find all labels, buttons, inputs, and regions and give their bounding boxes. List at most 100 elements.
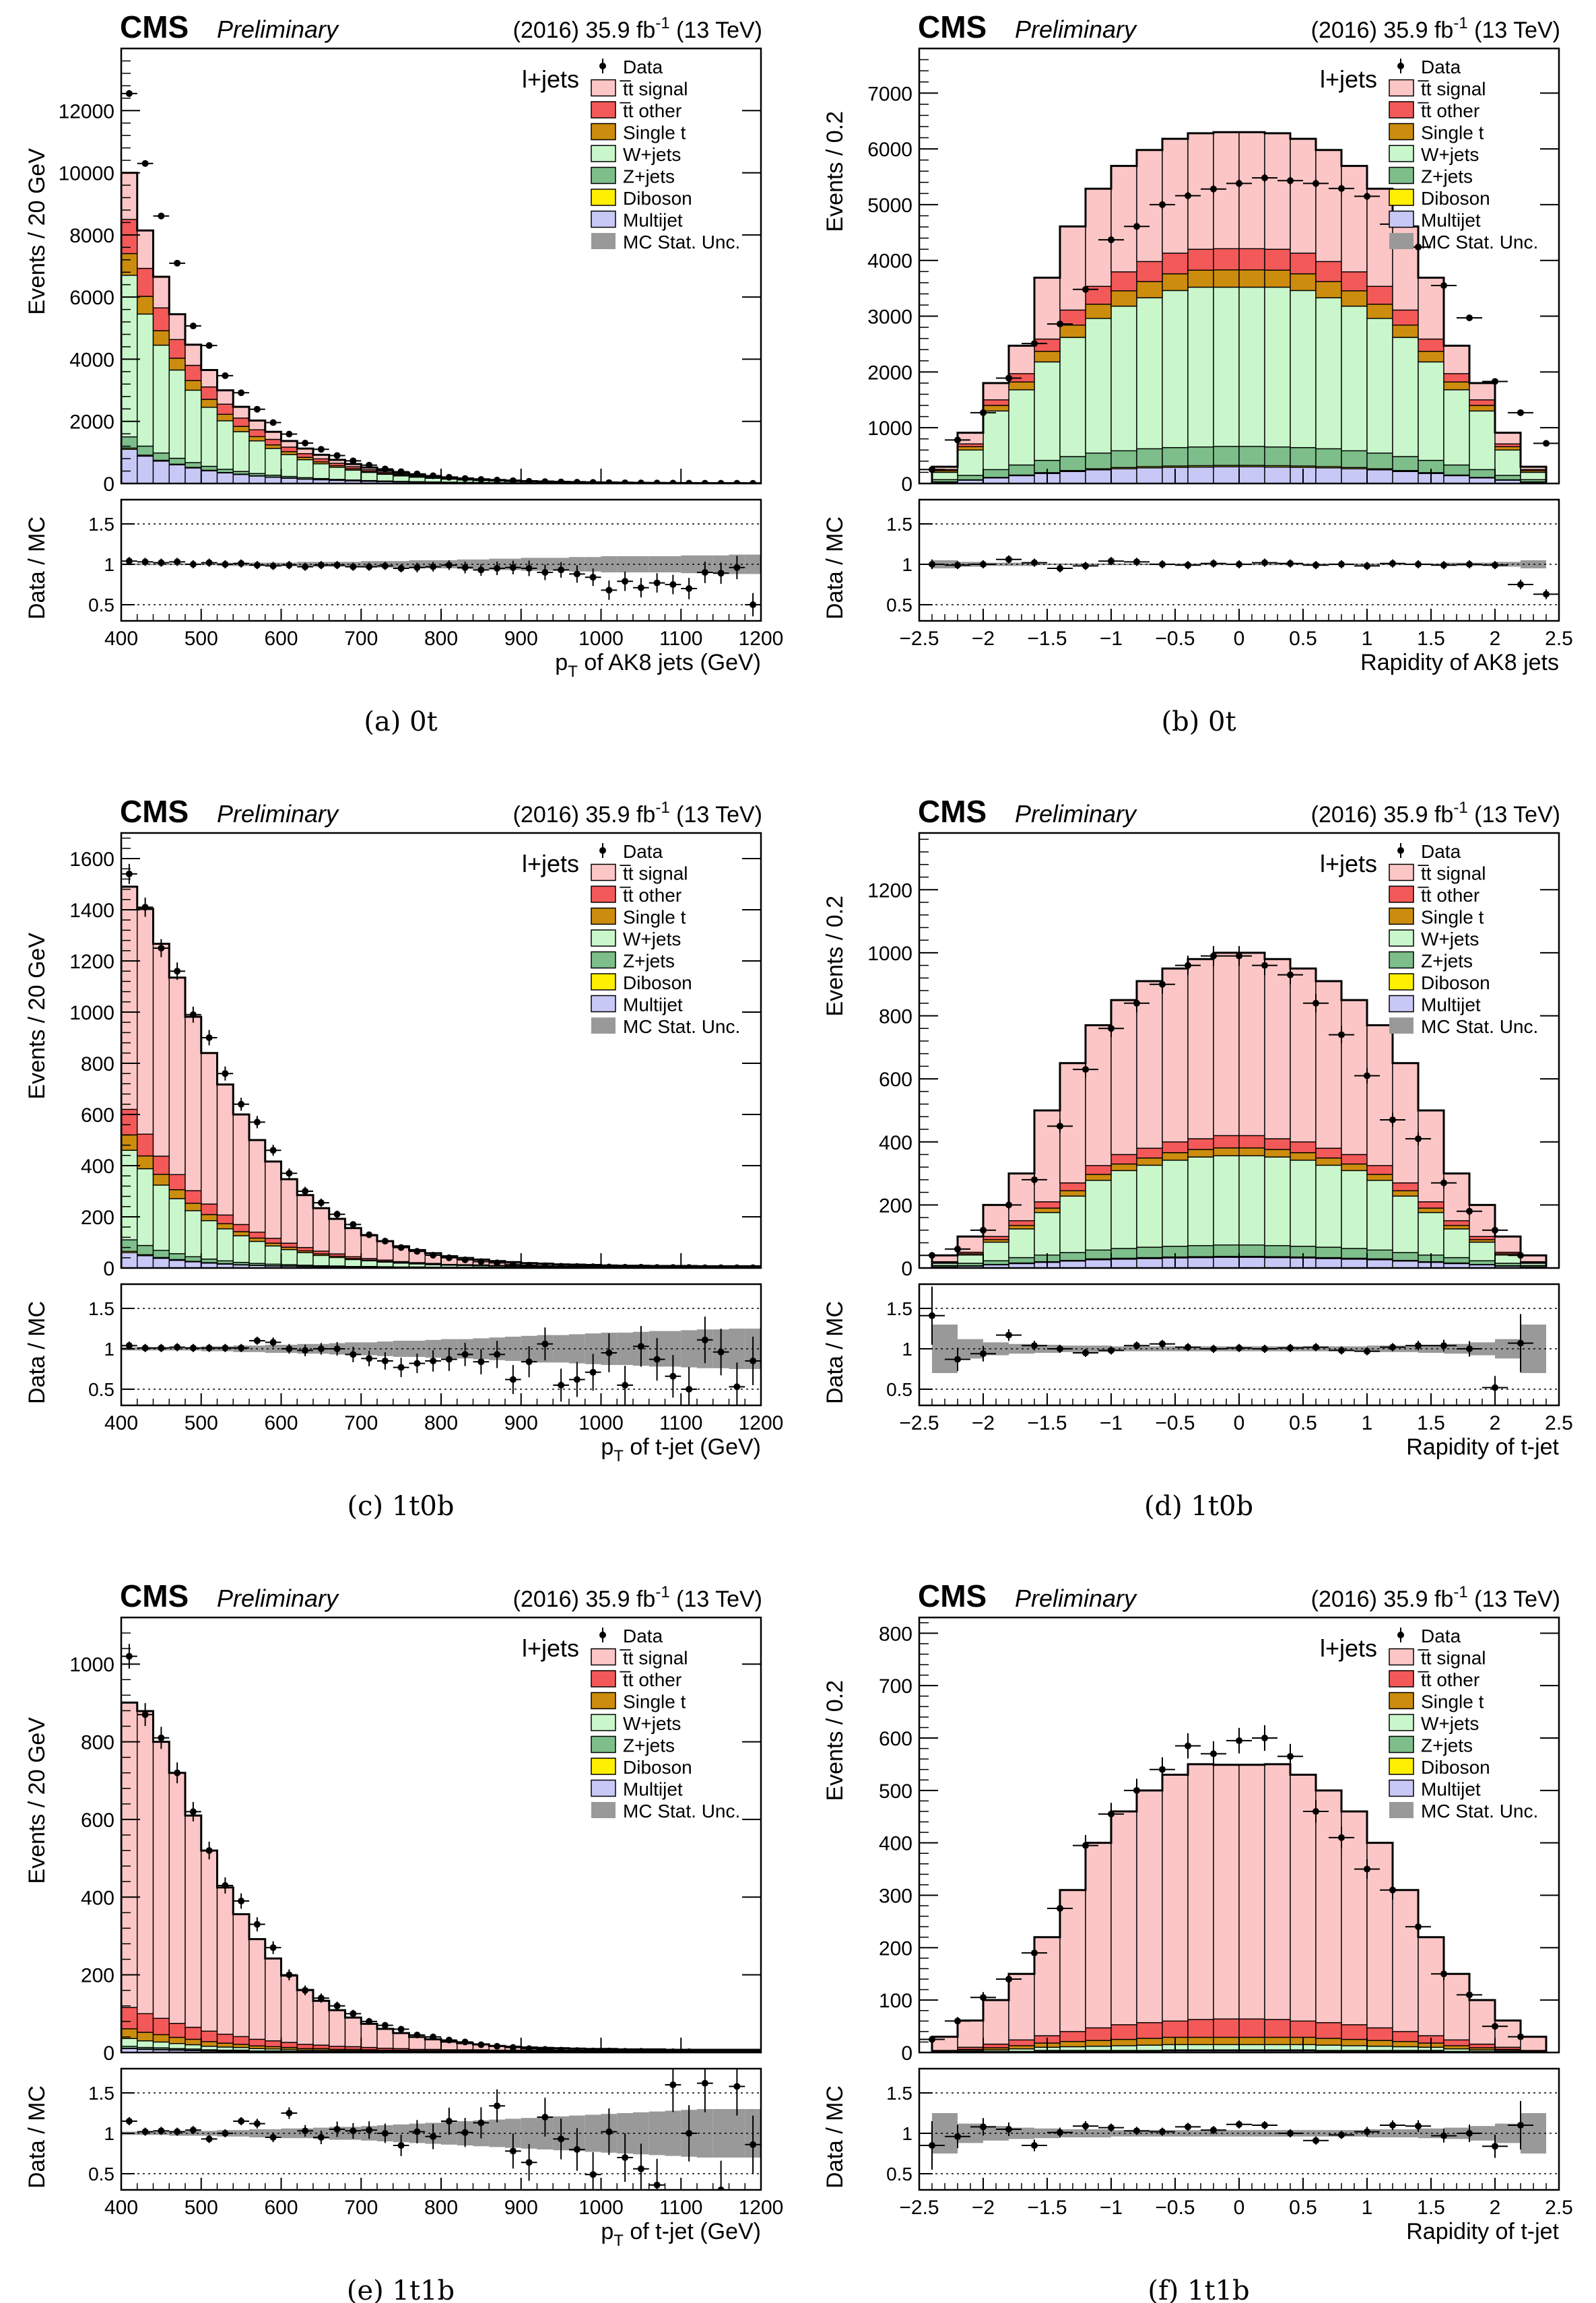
bar-wjets-bin1 bbox=[957, 449, 984, 476]
ratio-point-12 bbox=[1236, 561, 1242, 568]
mc-unc-band-bin23 bbox=[489, 2119, 505, 2147]
bar-single_t-bin2 bbox=[152, 1174, 170, 1186]
bar-wjets-bin16 bbox=[1341, 2045, 1368, 2051]
figure-caption: (f) 1t1b bbox=[1148, 2275, 1249, 2303]
ratio-point-8 bbox=[1133, 2127, 1140, 2135]
bar-wjets-bin18 bbox=[1392, 337, 1419, 457]
ratio-point-2 bbox=[158, 2127, 165, 2135]
data-point-18 bbox=[1389, 1886, 1396, 1894]
data-point-24 bbox=[509, 1261, 517, 1268]
bar-signal-bin3 bbox=[168, 977, 186, 1176]
ratio-point-35 bbox=[686, 1386, 693, 1393]
data-point-11 bbox=[1210, 185, 1217, 193]
bar-zjets-bin11 bbox=[1213, 446, 1240, 466]
ratio-y-tick-label: 0.5 bbox=[886, 1379, 912, 1400]
bar-multijet-bin9 bbox=[265, 477, 282, 483]
bar-signal-bin1 bbox=[957, 1236, 984, 1253]
y-tick-label: 800 bbox=[879, 1623, 912, 1645]
bar-single_t-bin6 bbox=[1085, 304, 1112, 319]
bar-signal-bin23 bbox=[1520, 2036, 1547, 2051]
data-point-32 bbox=[637, 479, 644, 483]
bar-other-bin5 bbox=[1059, 1182, 1086, 1192]
channel-label: l+jets bbox=[1320, 1634, 1377, 1662]
data-point-29 bbox=[589, 2047, 597, 2052]
bar-multijet-bin8 bbox=[1136, 1258, 1163, 1268]
bar-single_t-bin10 bbox=[1187, 1149, 1214, 1158]
ratio-point-14 bbox=[350, 1351, 357, 1358]
ratio-point-10 bbox=[1185, 1343, 1191, 1351]
data-point-19 bbox=[1415, 1135, 1422, 1143]
x-tick-label: 1100 bbox=[659, 2197, 703, 2219]
bar-zjets-bin5 bbox=[201, 465, 218, 471]
data-point-26 bbox=[541, 2046, 549, 2052]
data-point-10 bbox=[1185, 962, 1191, 969]
bar-other-bin20 bbox=[1443, 373, 1470, 382]
bar-single_t-bin7 bbox=[1110, 290, 1137, 307]
data-point-36 bbox=[701, 1264, 708, 1268]
ratio-point-0 bbox=[929, 1312, 935, 1319]
bar-multijet-bin3 bbox=[1008, 475, 1035, 483]
data-point-15 bbox=[1312, 180, 1319, 187]
y-tick-label: 2000 bbox=[867, 362, 912, 384]
data-point-8 bbox=[1133, 999, 1140, 1007]
data-point-18 bbox=[1389, 1116, 1396, 1123]
y-tick-label: 1000 bbox=[867, 943, 912, 965]
bar-multijet-bin17 bbox=[1366, 469, 1393, 483]
bar-other-bin9 bbox=[1162, 2020, 1189, 2038]
bar-wjets-bin20 bbox=[1443, 389, 1470, 466]
bar-wjets-bin10 bbox=[1187, 286, 1214, 448]
mc-unc-band-bin16 bbox=[1341, 1346, 1367, 1351]
bar-other-bin2 bbox=[983, 1236, 1009, 1240]
legend-swatch-other bbox=[1389, 1670, 1414, 1688]
ratio-point-20 bbox=[1440, 1342, 1447, 1349]
main-plot-area bbox=[919, 1725, 1548, 2052]
data-point-8 bbox=[1133, 223, 1140, 230]
cms-label: CMS bbox=[120, 9, 189, 44]
y-tick-label: 400 bbox=[81, 1156, 114, 1178]
legend-label: Z+jets bbox=[623, 1735, 675, 1756]
ratio-point-33 bbox=[653, 1356, 661, 1363]
bar-single_t-bin9 bbox=[265, 444, 282, 449]
ratio-point-20 bbox=[445, 2118, 453, 2125]
ratio-point-5 bbox=[205, 559, 213, 566]
bar-signal-bin8 bbox=[1136, 980, 1163, 1149]
legend-swatch-multijet bbox=[591, 1779, 616, 1797]
ratio-point-12 bbox=[1236, 1344, 1242, 1351]
bar-signal-bin10 bbox=[280, 1178, 298, 1244]
bar-zjets-bin1 bbox=[137, 1244, 154, 1255]
data-point-3 bbox=[174, 259, 181, 267]
data-point-11 bbox=[1210, 952, 1217, 960]
legend-swatch-zjets bbox=[1389, 951, 1414, 969]
data-point-25 bbox=[525, 477, 533, 483]
y-tick-label: 8000 bbox=[69, 225, 114, 247]
ratio-panel: 1.5 1 0.5 Data / MC −2.5 −2 −1.5 −1 −0.5 0 0.5 1 1.5… bbox=[822, 1283, 1573, 1434]
bar-other-bin18 bbox=[1392, 309, 1419, 326]
bar-signal-bin13 bbox=[1264, 958, 1291, 1139]
x-tick-label: 0.5 bbox=[1289, 628, 1317, 650]
bar-signal-bin8 bbox=[1136, 149, 1163, 263]
legend-swatch-other bbox=[591, 1670, 616, 1688]
ratio-point-25 bbox=[525, 2159, 533, 2166]
bar-wjets-bin4 bbox=[185, 2044, 202, 2050]
data-point-0 bbox=[929, 2036, 935, 2043]
ratio-point-3 bbox=[1005, 1331, 1012, 1339]
legend-label: Single t bbox=[1421, 123, 1484, 143]
bar-multijet-bin6 bbox=[1085, 1259, 1112, 1268]
bar-other-bin0 bbox=[121, 219, 138, 255]
mc-unc-band-bin9 bbox=[1162, 1346, 1188, 1351]
bar-multijet-bin13 bbox=[1264, 466, 1291, 483]
main-plot-area bbox=[919, 131, 1559, 483]
bar-signal-bin11 bbox=[296, 1195, 314, 1248]
bar-signal-bin6 bbox=[1085, 1024, 1112, 1166]
bar-wjets-bin4 bbox=[1034, 1211, 1061, 1256]
ratio-point-39 bbox=[750, 2141, 757, 2148]
legend-swatch-unc bbox=[1389, 1017, 1414, 1034]
bar-wjets-bin3 bbox=[168, 369, 186, 459]
ratio-point-35 bbox=[686, 2130, 693, 2137]
data-point-27 bbox=[558, 2046, 565, 2052]
bar-multijet-bin12 bbox=[1238, 466, 1265, 483]
bar-zjets-bin11 bbox=[1213, 1244, 1240, 1257]
bar-wjets-bin1 bbox=[957, 1255, 984, 1264]
lumi-prefix: (2016) 35.9 fb bbox=[513, 1587, 656, 1612]
legend-label: Data bbox=[623, 57, 663, 77]
